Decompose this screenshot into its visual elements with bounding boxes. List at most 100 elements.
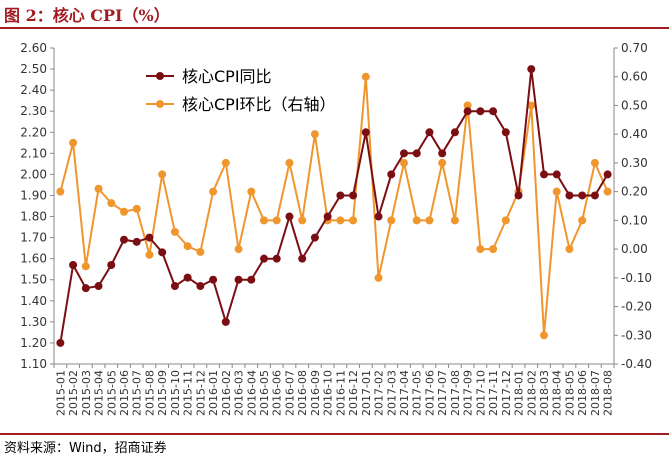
- x-tick-label: 2015-06: [118, 370, 131, 416]
- right-tick-label: 0.70: [621, 41, 648, 55]
- left-tick-label: 2.10: [20, 146, 47, 160]
- x-tick-label: 2016-09: [309, 370, 322, 416]
- x-tick-label: 2017-07: [436, 370, 449, 416]
- mom-data-point: [234, 245, 243, 254]
- x-tick-label: 2017-10: [474, 370, 487, 416]
- yoy-data-point: [540, 170, 548, 179]
- x-tick-label: 2017-09: [462, 370, 475, 416]
- x-tick-label: 2017-04: [398, 370, 411, 416]
- mom-data-point: [463, 101, 472, 110]
- x-tick-label: 2015-12: [194, 370, 207, 416]
- left-tick-label: 1.10: [20, 357, 47, 371]
- mom-data-point: [489, 245, 498, 254]
- yoy-data-point: [69, 260, 78, 269]
- yoy-data-point: [183, 273, 192, 282]
- yoy-data-point: [425, 128, 434, 137]
- legend-yoy-label: 核心CPI同比: [182, 67, 272, 86]
- x-tick-label: 2016-06: [271, 370, 284, 416]
- left-tick-label: 1.20: [20, 336, 47, 350]
- x-tick-label: 2017-12: [500, 370, 513, 416]
- yoy-data-point: [361, 128, 370, 137]
- x-tick-label: 2017-01: [360, 370, 373, 416]
- x-tick-label: 2016-01: [207, 370, 220, 416]
- right-tick-label: -0.30: [621, 328, 652, 342]
- x-tick-label: 2018-01: [513, 370, 526, 416]
- yoy-data-point: [209, 275, 218, 284]
- mom-data-point: [170, 227, 179, 236]
- yoy-data-point: [336, 191, 345, 200]
- mom-data-point: [94, 184, 103, 193]
- mom-data-point: [183, 242, 192, 251]
- x-tick-label: 2017-03: [385, 370, 398, 416]
- yoy-data-point: [132, 237, 141, 246]
- x-tick-label: 2018-07: [589, 370, 602, 416]
- right-tick-label: 0.00: [621, 242, 648, 256]
- x-tick-label: 2018-06: [576, 370, 589, 416]
- x-tick-label: 2016-12: [347, 370, 360, 416]
- yoy-data-point: [94, 282, 103, 291]
- x-tick-label: 2015-03: [80, 370, 93, 416]
- yoy-data-point: [400, 149, 408, 158]
- mom-data-point: [209, 187, 218, 196]
- mom-data-point: [565, 245, 574, 254]
- yoy-data-point: [247, 275, 256, 284]
- footer-divider: [0, 433, 669, 435]
- left-tick-label: 2.30: [20, 104, 47, 118]
- yoy-data-point: [272, 254, 281, 263]
- left-tick-label: 1.50: [20, 273, 47, 287]
- mom-data-point: [578, 216, 587, 225]
- right-tick-label: 0.30: [621, 156, 648, 170]
- yoy-data-point: [349, 191, 358, 200]
- yoy-data-point: [489, 107, 498, 116]
- right-tick-label: 0.50: [621, 98, 648, 112]
- legend-yoy-marker: [156, 72, 164, 80]
- yoy-data-point: [578, 191, 587, 200]
- mom-data-point: [400, 158, 408, 167]
- x-tick-label: 2015-08: [143, 370, 156, 416]
- left-tick-label: 1.70: [20, 231, 47, 245]
- x-tick-label: 2015-05: [105, 370, 118, 416]
- source-note: 资料来源：Wind，招商证券: [4, 441, 167, 456]
- mom-data-point: [272, 216, 281, 225]
- mom-data-point: [81, 262, 90, 271]
- x-tick-label: 2018-03: [538, 370, 551, 416]
- x-tick-label: 2015-11: [182, 370, 195, 416]
- yoy-data-point: [170, 282, 179, 291]
- left-tick-label: 2.00: [20, 167, 47, 181]
- mom-data-point: [412, 216, 421, 225]
- x-tick-label: 2016-07: [283, 370, 296, 416]
- mom-data-point: [247, 187, 256, 196]
- mom-data-point: [310, 130, 319, 139]
- right-tick-label: 0.20: [621, 185, 648, 199]
- x-tick-label: 2018-04: [551, 370, 564, 416]
- mom-data-point: [56, 187, 65, 196]
- right-tick-label: -0.40: [621, 357, 652, 371]
- title-divider: [0, 27, 669, 29]
- x-tick-label: 2018-08: [602, 370, 615, 416]
- x-tick-label: 2015-09: [156, 370, 169, 416]
- yoy-data-point: [476, 107, 485, 116]
- x-tick-label: 2015-01: [54, 370, 67, 416]
- mom-data-point: [590, 158, 599, 167]
- mom-data-point: [298, 216, 307, 225]
- mom-data-point: [336, 216, 345, 225]
- x-tick-label: 2018-02: [525, 370, 538, 416]
- left-tick-label: 2.60: [20, 41, 47, 55]
- chart-title: 图 2：核心 CPI（%）: [4, 6, 170, 25]
- yoy-data-point: [120, 235, 128, 244]
- mom-data-point: [196, 247, 205, 256]
- yoy-data-point: [107, 260, 116, 269]
- mom-data-point: [527, 101, 536, 110]
- x-tick-label: 2017-11: [487, 370, 500, 416]
- legend-mom-label: 核心CPI环比（右轴）: [182, 95, 336, 114]
- mom-data-point: [438, 158, 447, 167]
- yoy-data-point: [158, 248, 167, 257]
- yoy-data-point: [323, 212, 332, 221]
- mom-data-point: [69, 138, 78, 147]
- right-tick-label: 0.10: [621, 213, 648, 227]
- x-tick-label: 2016-02: [220, 370, 233, 416]
- mom-data-point: [145, 250, 154, 259]
- mom-data-point: [158, 170, 167, 179]
- mom-data-point: [260, 216, 268, 225]
- mom-data-point: [349, 216, 358, 225]
